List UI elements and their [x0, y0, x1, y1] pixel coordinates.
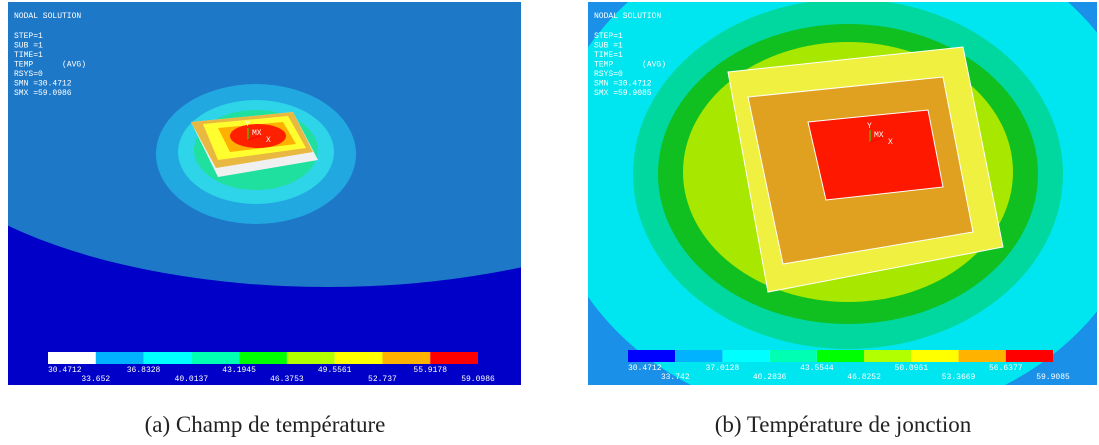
legend-label: 30.4712: [628, 364, 662, 373]
header-line: STEP=1: [594, 32, 623, 41]
legend-swatch: [430, 352, 478, 364]
header-line: SMN =30.4712: [594, 80, 652, 89]
triad-label: Y: [245, 120, 250, 129]
legend-swatch: [864, 350, 912, 362]
header-line: SMX =59.0986: [14, 89, 72, 98]
header-line: SUB =1: [594, 42, 623, 51]
legend-label: 40.0137: [175, 375, 209, 384]
legend-label: 49.5561: [318, 366, 352, 375]
header-line: RSYS=0: [594, 70, 623, 79]
header-line: STEP=1: [14, 32, 43, 41]
legend-swatch: [334, 352, 383, 364]
header-title: NODAL SOLUTION: [14, 12, 81, 21]
caption: (a) Champ de température: [144, 412, 386, 437]
legend-label: 33.742: [661, 373, 690, 382]
legend-label: 52.737: [368, 375, 397, 384]
legend-swatch: [95, 352, 144, 364]
legend-label: 53.3669: [942, 373, 976, 382]
triad-label: MX: [874, 131, 884, 140]
header-line: TEMP (AVG): [594, 61, 666, 70]
legend-label: 30.4712: [48, 366, 82, 375]
triad-axis: [869, 137, 883, 143]
legend-swatch: [675, 350, 723, 362]
header-line: RSYS=0: [14, 70, 43, 79]
header-line: TEMP (AVG): [14, 61, 86, 70]
header-title: NODAL SOLUTION: [594, 12, 661, 21]
legend-swatch: [48, 352, 96, 364]
legend-swatch: [239, 352, 287, 364]
triad-label: X: [266, 136, 271, 145]
legend-swatch: [1005, 350, 1053, 362]
legend-swatch: [191, 352, 240, 364]
legend-swatch: [769, 350, 817, 362]
caption: (b) Température de jonction: [714, 412, 972, 437]
legend-swatch: [816, 350, 865, 362]
triad-label: X: [888, 138, 893, 147]
legend-label: 46.8252: [847, 373, 881, 382]
legend-label: 55.9178: [413, 366, 447, 375]
header-line: TIME=1: [594, 51, 623, 60]
triad-label: MX: [252, 129, 262, 138]
header-line: TIME=1: [14, 51, 43, 60]
legend-label: 37.0128: [706, 364, 740, 373]
triad-label: Y: [867, 122, 872, 131]
legend-label: 59.9085: [1036, 373, 1070, 382]
legend-label: 43.1945: [222, 366, 256, 375]
legend-swatch: [958, 350, 1006, 362]
legend-swatch: [722, 350, 770, 362]
legend-swatch: [628, 350, 676, 362]
header-line: SMN =30.4712: [14, 80, 72, 89]
legend-label: 46.3753: [270, 375, 304, 384]
legend-swatch: [911, 350, 959, 362]
legend-label: 50.0961: [895, 364, 929, 373]
legend-swatch: [286, 352, 335, 364]
legend-label: 59.0986: [461, 375, 495, 384]
legend-label: 33.652: [81, 375, 110, 384]
legend-swatch: [143, 352, 192, 364]
triad-axis: [247, 135, 261, 141]
legend-swatch: [382, 352, 431, 364]
header-line: SUB =1: [14, 42, 43, 51]
header-line: SMX =59.9085: [594, 89, 652, 98]
legend-label: 43.5544: [800, 364, 834, 373]
legend-label: 36.8328: [127, 366, 161, 375]
legend-label: 56.6377: [989, 364, 1023, 373]
legend-label: 40.2836: [753, 373, 787, 382]
